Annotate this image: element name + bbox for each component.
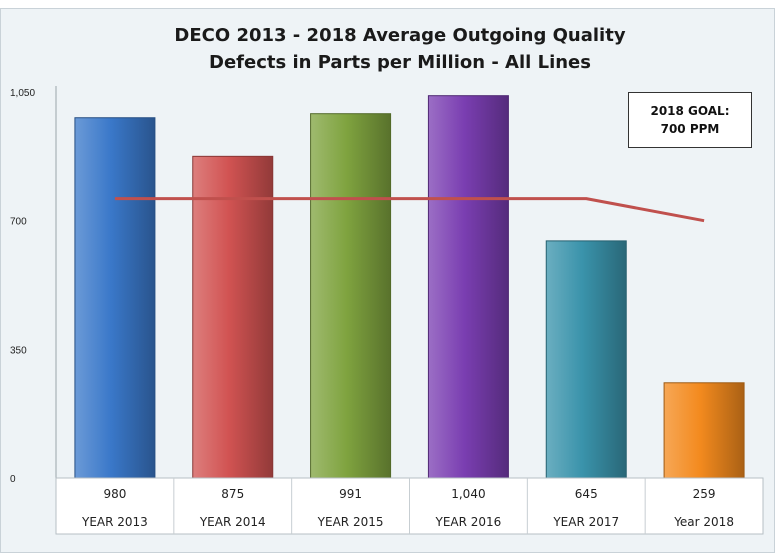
goal-annotation-line-1: 2018 GOAL: xyxy=(650,104,730,118)
chart-title-line-2: Defects in Parts per Million - All Lines xyxy=(209,52,591,73)
bar-year-2018 xyxy=(663,382,745,479)
x-category-label: YEAR 2016 xyxy=(435,515,502,529)
goal-line xyxy=(114,197,705,223)
bar-year-2013 xyxy=(74,117,156,479)
x-category-label: YEAR 2014 xyxy=(199,515,266,529)
goal-annotation-box: 2018 GOAL: 700 PPM xyxy=(628,92,752,148)
value-label: 991 xyxy=(339,487,362,501)
x-category-label: YEAR 2017 xyxy=(552,515,619,529)
x-category-label: YEAR 2013 xyxy=(81,515,148,529)
y-tick-label: 1,050 xyxy=(10,88,35,99)
value-label: 875 xyxy=(221,487,244,501)
y-axis: 0 350 700 1,050 xyxy=(10,86,57,485)
value-label: 1,040 xyxy=(451,487,485,501)
bar-year-2016 xyxy=(427,95,509,479)
y-tick-label: 0 xyxy=(10,474,16,485)
value-label: 259 xyxy=(693,487,716,501)
goal-line-layer xyxy=(114,197,705,223)
x-category-label: YEAR 2015 xyxy=(317,515,384,529)
y-tick-label: 700 xyxy=(10,217,27,228)
x-axis-table: 980 YEAR 2013 875 YEAR 2014 991 YEAR 2015 1,04… xyxy=(55,477,764,535)
goal-annotation-line-2: 700 PPM xyxy=(660,122,720,136)
bar-year-2017 xyxy=(545,240,627,479)
value-label: 645 xyxy=(575,487,598,501)
value-label: 980 xyxy=(103,487,126,501)
y-tick-label: 350 xyxy=(10,345,27,356)
chart-title: DECO 2013 - 2018 Average Outgoing Qualit… xyxy=(140,22,660,76)
bar-year-2015 xyxy=(310,113,392,479)
bars xyxy=(74,95,745,479)
bar-year-2014 xyxy=(192,155,274,479)
x-category-label: Year 2018 xyxy=(673,515,734,529)
chart-title-line-1: DECO 2013 - 2018 Average Outgoing Qualit… xyxy=(174,25,626,46)
